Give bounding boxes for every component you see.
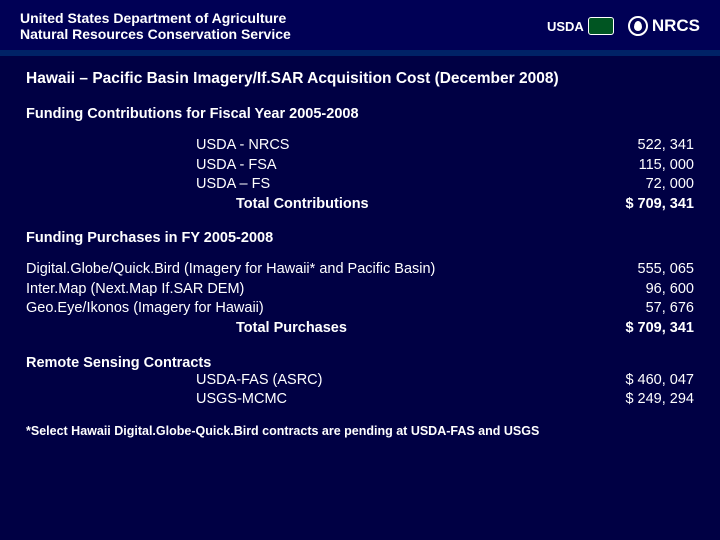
purchase-value: 57, 676: [604, 299, 694, 319]
contributions-heading: Funding Contributions for Fiscal Year 20…: [26, 106, 694, 122]
header-right: USDA NRCS: [547, 16, 700, 36]
contrib-label: USDA – FS: [26, 175, 270, 195]
footnote: *Select Hawaii Digital.Globe-Quick.Bird …: [26, 424, 694, 438]
remote-heading: Remote Sensing Contracts: [26, 355, 694, 371]
remote-row: USGS-MCMC $ 249, 294: [26, 390, 694, 410]
purchase-label: Digital.Globe/Quick.Bird (Imagery for Ha…: [26, 260, 435, 280]
contrib-label: USDA - FSA: [26, 156, 277, 176]
slide: United States Department of Agriculture …: [0, 0, 720, 540]
dept-line: United States Department of Agriculture: [20, 10, 291, 26]
remote-label: USGS-MCMC: [26, 390, 287, 410]
contrib-value: 115, 000: [604, 156, 694, 176]
contrib-total-label: Total Contributions: [26, 195, 369, 215]
contrib-row: USDA – FS 72, 000: [26, 175, 694, 195]
header-bar: United States Department of Agriculture …: [0, 0, 720, 56]
contrib-total-value: $ 709, 341: [604, 195, 694, 215]
remote-value: $ 460, 047: [604, 371, 694, 391]
purchase-value: 96, 600: [604, 280, 694, 300]
contrib-label: USDA - NRCS: [26, 136, 289, 156]
droplet-icon: [628, 16, 648, 36]
remote-label: USDA-FAS (ASRC): [26, 371, 323, 391]
contrib-total-row: Total Contributions $ 709, 341: [26, 195, 694, 215]
purchase-total-row: Total Purchases $ 709, 341: [26, 319, 694, 339]
service-line: Natural Resources Conservation Service: [20, 26, 291, 42]
usda-text: USDA: [547, 19, 584, 34]
contrib-row: USDA - NRCS 522, 341: [26, 136, 694, 156]
purchase-value: 555, 065: [604, 260, 694, 280]
nrcs-text: NRCS: [652, 16, 700, 36]
contrib-row: USDA - FSA 115, 000: [26, 156, 694, 176]
usda-badge-icon: [588, 17, 614, 35]
purchase-row: Geo.Eye/Ikonos (Imagery for Hawaii) 57, …: [26, 299, 694, 319]
remote-row: USDA-FAS (ASRC) $ 460, 047: [26, 371, 694, 391]
purchase-total-label: Total Purchases: [26, 319, 347, 339]
purchase-label: Geo.Eye/Ikonos (Imagery for Hawaii): [26, 299, 264, 319]
page-title: Hawaii – Pacific Basin Imagery/If.SAR Ac…: [26, 70, 694, 88]
purchase-row: Inter.Map (Next.Map If.SAR DEM) 96, 600: [26, 280, 694, 300]
purchase-row: Digital.Globe/Quick.Bird (Imagery for Ha…: [26, 260, 694, 280]
usda-logo: USDA: [547, 17, 614, 35]
purchase-label: Inter.Map (Next.Map If.SAR DEM): [26, 280, 244, 300]
purchase-total-value: $ 709, 341: [604, 319, 694, 339]
purchases-heading: Funding Purchases in FY 2005-2008: [26, 230, 694, 246]
contrib-value: 522, 341: [604, 136, 694, 156]
nrcs-logo: NRCS: [628, 16, 700, 36]
content-area: Hawaii – Pacific Basin Imagery/If.SAR Ac…: [0, 56, 720, 540]
contrib-value: 72, 000: [604, 175, 694, 195]
remote-value: $ 249, 294: [604, 390, 694, 410]
header-left: United States Department of Agriculture …: [20, 10, 291, 42]
